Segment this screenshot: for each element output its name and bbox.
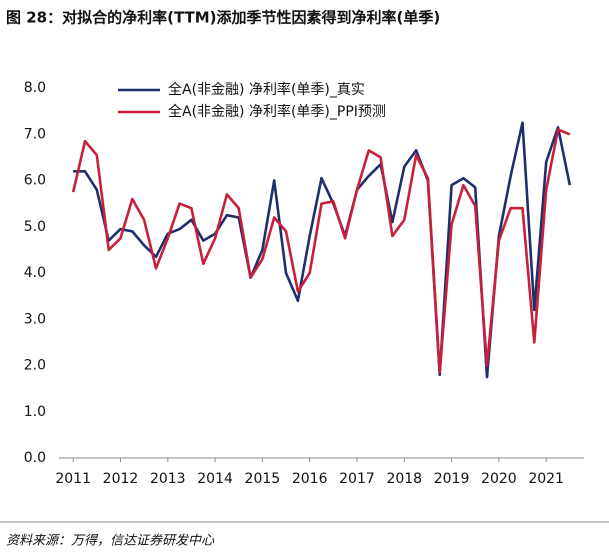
x-tick-label: 2021	[528, 471, 564, 487]
series-line	[73, 121, 572, 379]
y-tick-label: 4.0	[24, 265, 46, 281]
x-tick-label: 2016	[292, 471, 328, 487]
y-tick-label: 7.0	[24, 126, 46, 142]
x-tick-label: 2014	[197, 471, 233, 487]
source-note: 资料来源：万得，信达证券研发中心	[6, 534, 215, 549]
y-tick-label: 1.0	[24, 404, 46, 420]
x-tick-label: 2019	[434, 471, 470, 487]
chart-title: 图 28：对拟合的净利率(TTM)添加季节性因素得到净利率(单季)	[6, 9, 440, 27]
legend-label: 全A(非金融) 净利率(单季)_真实	[168, 81, 365, 98]
x-tick-label: 2013	[150, 471, 186, 487]
y-tick-label: 6.0	[24, 173, 46, 189]
x-tick-label: 2020	[481, 471, 517, 487]
y-tick-label: 3.0	[24, 311, 46, 327]
legend-label: 全A(非金融) 净利率(单季)_PPI预测	[168, 103, 386, 120]
y-tick-label: 2.0	[24, 358, 46, 374]
y-tick-label: 8.0	[24, 80, 46, 96]
x-tick-label: 2012	[103, 471, 139, 487]
x-tick-label: 2011	[55, 471, 91, 487]
x-tick-label: 2018	[386, 471, 422, 487]
x-tick-label: 2017	[339, 471, 375, 487]
y-tick-label: 0.0	[24, 450, 46, 466]
series-line	[71, 128, 571, 374]
x-tick-label: 2015	[245, 471, 281, 487]
y-tick-label: 5.0	[24, 219, 46, 235]
